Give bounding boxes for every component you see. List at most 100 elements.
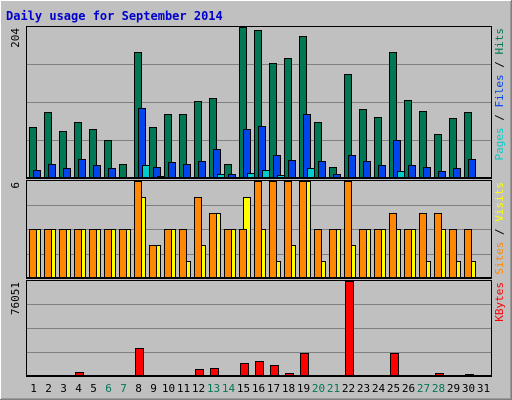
files-bar-day-27	[423, 167, 431, 178]
day-label-4: 4	[75, 382, 82, 395]
files-bar-day-6	[108, 168, 116, 178]
day-label-6: 6	[105, 382, 112, 395]
sites-bar-day-21	[329, 229, 337, 278]
day-label-10: 10	[162, 382, 175, 395]
legend-entry: Pages	[493, 127, 506, 160]
kbytes-bar-day-25	[390, 353, 399, 376]
day-label-12: 12	[192, 382, 205, 395]
y-axis-max-label: 6	[9, 182, 22, 189]
panel-visits-sites: 6 Sites / Visits	[9, 180, 506, 279]
files-bar-day-21	[333, 174, 341, 178]
day-label-24: 24	[372, 382, 386, 395]
chart-title: Daily usage for September 2014	[6, 9, 223, 23]
sites-bar-day-17	[269, 181, 277, 278]
files-bar-day-24	[378, 165, 386, 178]
pages-bar-day-13	[217, 174, 225, 178]
files-bar-day-20	[318, 161, 326, 178]
files-bar-day-18	[288, 160, 296, 178]
legend-entry: Files	[493, 74, 506, 107]
day-label-30: 30	[462, 382, 475, 395]
day-label-25: 25	[387, 382, 400, 395]
sites-bar-day-15	[239, 229, 247, 278]
day-label-14: 14	[222, 382, 236, 395]
sites-bar-day-10	[164, 229, 172, 278]
pages-bar-day-19	[307, 168, 315, 178]
day-label-2: 2	[45, 382, 52, 395]
legend-entry: Sites	[493, 242, 506, 275]
kbytes-bar-day-28	[435, 373, 444, 376]
series-pages	[142, 165, 405, 178]
chart-panels: 204 Pages / Files / Hits 6 Sites / Visits 76…	[9, 26, 506, 377]
files-bar-day-16	[258, 126, 266, 178]
day-label-3: 3	[60, 382, 67, 395]
files-bar-day-17	[273, 155, 281, 178]
files-bar-day-11	[183, 164, 191, 178]
sites-bar-day-11	[179, 229, 187, 278]
series-legend-label: Sites / Visits	[493, 182, 506, 275]
day-label-7: 7	[120, 382, 127, 395]
day-label-15: 15	[237, 382, 250, 395]
kbytes-bar-day-18	[285, 373, 294, 376]
kbytes-bar-day-15	[240, 363, 249, 376]
pages-bar-day-15	[247, 173, 255, 178]
files-bar-day-4	[78, 159, 86, 178]
files-bar-day-5	[93, 165, 101, 178]
hits-bar-day-7	[119, 164, 127, 178]
files-bar-day-23	[363, 161, 371, 178]
day-label-26: 26	[402, 382, 415, 395]
day-label-27: 27	[417, 382, 430, 395]
files-bar-day-13	[213, 149, 221, 178]
sites-bar-day-14	[224, 229, 232, 278]
files-bar-day-10	[168, 162, 176, 178]
sites-bar-day-25	[389, 213, 397, 278]
files-bar-day-14	[228, 174, 236, 178]
series-sites	[29, 181, 472, 278]
sites-bar-day-27	[419, 213, 427, 278]
legend-entry: KBytes	[493, 282, 506, 322]
day-label-28: 28	[432, 382, 445, 395]
kbytes-bar-day-4	[75, 372, 84, 376]
sites-bar-day-23	[359, 229, 367, 278]
files-bar-day-29	[453, 168, 461, 178]
panel-kbytes: 76051 KBytes	[9, 280, 506, 377]
day-label-13: 13	[207, 382, 220, 395]
pages-bar-day-17	[277, 175, 285, 178]
day-label-9: 9	[150, 382, 157, 395]
sites-bar-day-1	[29, 229, 37, 278]
day-label-5: 5	[90, 382, 97, 395]
day-label-22: 22	[342, 382, 355, 395]
kbytes-bar-day-17	[270, 365, 279, 376]
legend-entry: /	[493, 222, 506, 242]
files-bar-day-28	[438, 171, 446, 178]
series-files	[33, 108, 476, 178]
sites-bar-day-8	[134, 181, 142, 278]
day-label-23: 23	[357, 382, 370, 395]
pages-bar-day-9	[157, 176, 165, 178]
files-bar-day-30	[468, 159, 476, 178]
sites-bar-day-16	[254, 181, 262, 278]
y-axis-max-label: 76051	[9, 282, 22, 315]
day-label-8: 8	[135, 382, 142, 395]
files-bar-day-1	[33, 170, 41, 178]
sites-bar-day-2	[44, 229, 52, 278]
sites-bar-day-24	[374, 229, 382, 278]
files-bar-day-22	[348, 155, 356, 178]
pages-bar-day-25	[397, 171, 405, 178]
legend-entry: /	[493, 108, 506, 128]
files-bar-day-3	[63, 168, 71, 178]
day-label-19: 19	[297, 382, 310, 395]
sites-bar-day-18	[284, 181, 292, 278]
sites-bar-day-28	[434, 213, 442, 278]
files-bar-day-15	[243, 129, 251, 178]
hits-bar-day-18	[284, 58, 292, 178]
sites-bar-day-13	[209, 213, 217, 278]
day-label-1: 1	[30, 382, 37, 395]
day-label-20: 20	[312, 382, 325, 395]
series-kbytes	[75, 281, 474, 376]
pages-bar-day-16	[262, 170, 270, 178]
sites-bar-day-12	[194, 197, 202, 278]
sites-bar-day-9	[149, 245, 157, 278]
kbytes-bar-day-8	[135, 348, 144, 376]
day-label-17: 17	[267, 382, 280, 395]
